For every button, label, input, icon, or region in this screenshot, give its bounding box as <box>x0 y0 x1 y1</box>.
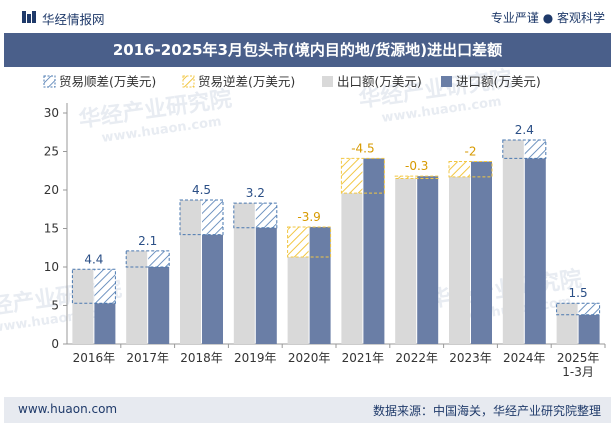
top-bar: 华经情报网 专业严谨 ● 客观科学 <box>0 0 615 33</box>
export-bar <box>72 269 94 344</box>
axes: 0 5 10 15 20 25 30 2016年 2017年 2018年 2019年 2020年 202… <box>44 103 606 379</box>
surplus-hatch <box>94 269 116 304</box>
import-bar <box>94 303 116 344</box>
deficit-hatch <box>341 158 363 194</box>
deficit-hatch <box>287 226 309 257</box>
y-tick-label: 20 <box>44 183 59 197</box>
legend-label: 出口额(万美元) <box>337 74 422 89</box>
legend-swatch <box>322 76 333 87</box>
export-bar <box>341 193 363 344</box>
title-bar: 2016-2025年3月包头市(境内目的地/货源地)进出口差额 <box>4 33 611 67</box>
data-label: -2 <box>465 145 477 159</box>
chart-title: 2016-2025年3月包头市(境内目的地/货源地)进出口差额 <box>112 41 503 59</box>
import-bar <box>202 234 223 344</box>
data-label: 4.4 <box>84 252 103 266</box>
data-label: -4.5 <box>351 141 374 155</box>
export-bar <box>287 256 309 344</box>
x-tick-label: 2024年 <box>503 351 546 365</box>
y-tick-label: 15 <box>44 222 59 236</box>
chart: 华经产业研究院www.huaon.com华经产业研究院www.huaon.com… <box>0 67 606 379</box>
y-tick-label: 0 <box>51 337 59 351</box>
x-tick-label: 2023年 <box>449 351 492 365</box>
surplus-hatch <box>578 303 600 315</box>
x-tick-label: 2018年 <box>180 351 223 365</box>
data-label: -0.3 <box>405 159 428 173</box>
y-tick-label: 10 <box>44 260 59 274</box>
surplus-outline <box>71 268 116 304</box>
export-bar <box>233 203 255 344</box>
surplus-hatch <box>148 250 170 267</box>
deficit-outline <box>448 161 493 178</box>
x-tick-label: 2020年 <box>288 351 331 365</box>
y-tick-label: 5 <box>51 299 59 313</box>
import-bar <box>524 158 546 344</box>
source-text: 数据来源：中国海关，华经产业研究院整理 <box>372 404 601 418</box>
y-tick-label: 25 <box>44 145 59 159</box>
deficit-outline <box>340 157 385 194</box>
legend-swatch <box>182 75 195 88</box>
x-tick-label: 2021年 <box>342 351 385 365</box>
import-bar <box>578 314 600 344</box>
data-label: 2.4 <box>515 123 534 137</box>
surplus-hatch <box>202 200 223 235</box>
deficit-outline <box>287 226 332 258</box>
export-bar <box>180 200 201 344</box>
data-label: -3.9 <box>297 210 320 224</box>
import-bar <box>363 158 385 344</box>
logo-icon <box>22 11 36 23</box>
x-tick-label: 1-3月 <box>562 365 594 379</box>
deficit-outline <box>394 175 439 179</box>
export-bar <box>502 139 524 344</box>
data-labels: 4.4 2.1 4.5 3.2 -3.9 -4.5 -0.3 -2 2.4 1.5 <box>84 123 587 300</box>
deficit-hatch <box>395 176 417 179</box>
brand-name: 华经情报网 <box>42 12 105 27</box>
export-bar <box>449 176 470 344</box>
surplus-outline <box>233 202 278 229</box>
tagline: 专业严谨 ● 客观科学 <box>490 11 605 25</box>
x-tick-label: 2022年 <box>395 351 438 365</box>
legend: 贸易顺差(万美元) 贸易逆差(万美元) 出口额(万美元) 进口额(万美元) <box>43 74 541 89</box>
deficit-hatch <box>449 161 470 177</box>
legend-swatch <box>43 75 56 88</box>
surplus-outline <box>502 139 547 159</box>
import-bar <box>255 227 277 344</box>
legend-swatch <box>441 76 452 87</box>
legend-label: 贸易逆差(万美元) <box>198 74 295 89</box>
surplus-outline <box>556 302 601 316</box>
data-label: 1.5 <box>569 286 588 300</box>
surplus-outline <box>179 199 224 236</box>
data-label: 2.1 <box>138 234 157 248</box>
data-label: 3.2 <box>246 186 265 200</box>
legend-label: 贸易顺差(万美元) <box>59 74 156 89</box>
x-tick-label: 2025年 <box>557 351 600 365</box>
import-bar <box>309 226 331 344</box>
x-tick-label: 2017年 <box>126 351 169 365</box>
x-tick-label: 2019年 <box>234 351 277 365</box>
surplus-outline <box>125 250 170 268</box>
legend-label: 进口额(万美元) <box>456 74 541 89</box>
import-bar <box>417 176 439 344</box>
import-bar <box>471 161 492 344</box>
y-tick-label: 30 <box>44 106 59 120</box>
data-label: 4.5 <box>192 183 211 197</box>
bars <box>71 139 601 344</box>
export-bar <box>395 178 417 344</box>
import-bar <box>148 267 170 344</box>
x-tick-label: 2016年 <box>73 351 116 365</box>
export-bar <box>556 303 578 344</box>
footer-bar: www.huaon.com 数据来源：中国海关，华经产业研究院整理 <box>4 397 611 423</box>
website-text: www.huaon.com <box>18 402 118 416</box>
export-bar <box>126 250 148 344</box>
surplus-hatch <box>255 203 277 228</box>
surplus-hatch <box>524 139 546 159</box>
